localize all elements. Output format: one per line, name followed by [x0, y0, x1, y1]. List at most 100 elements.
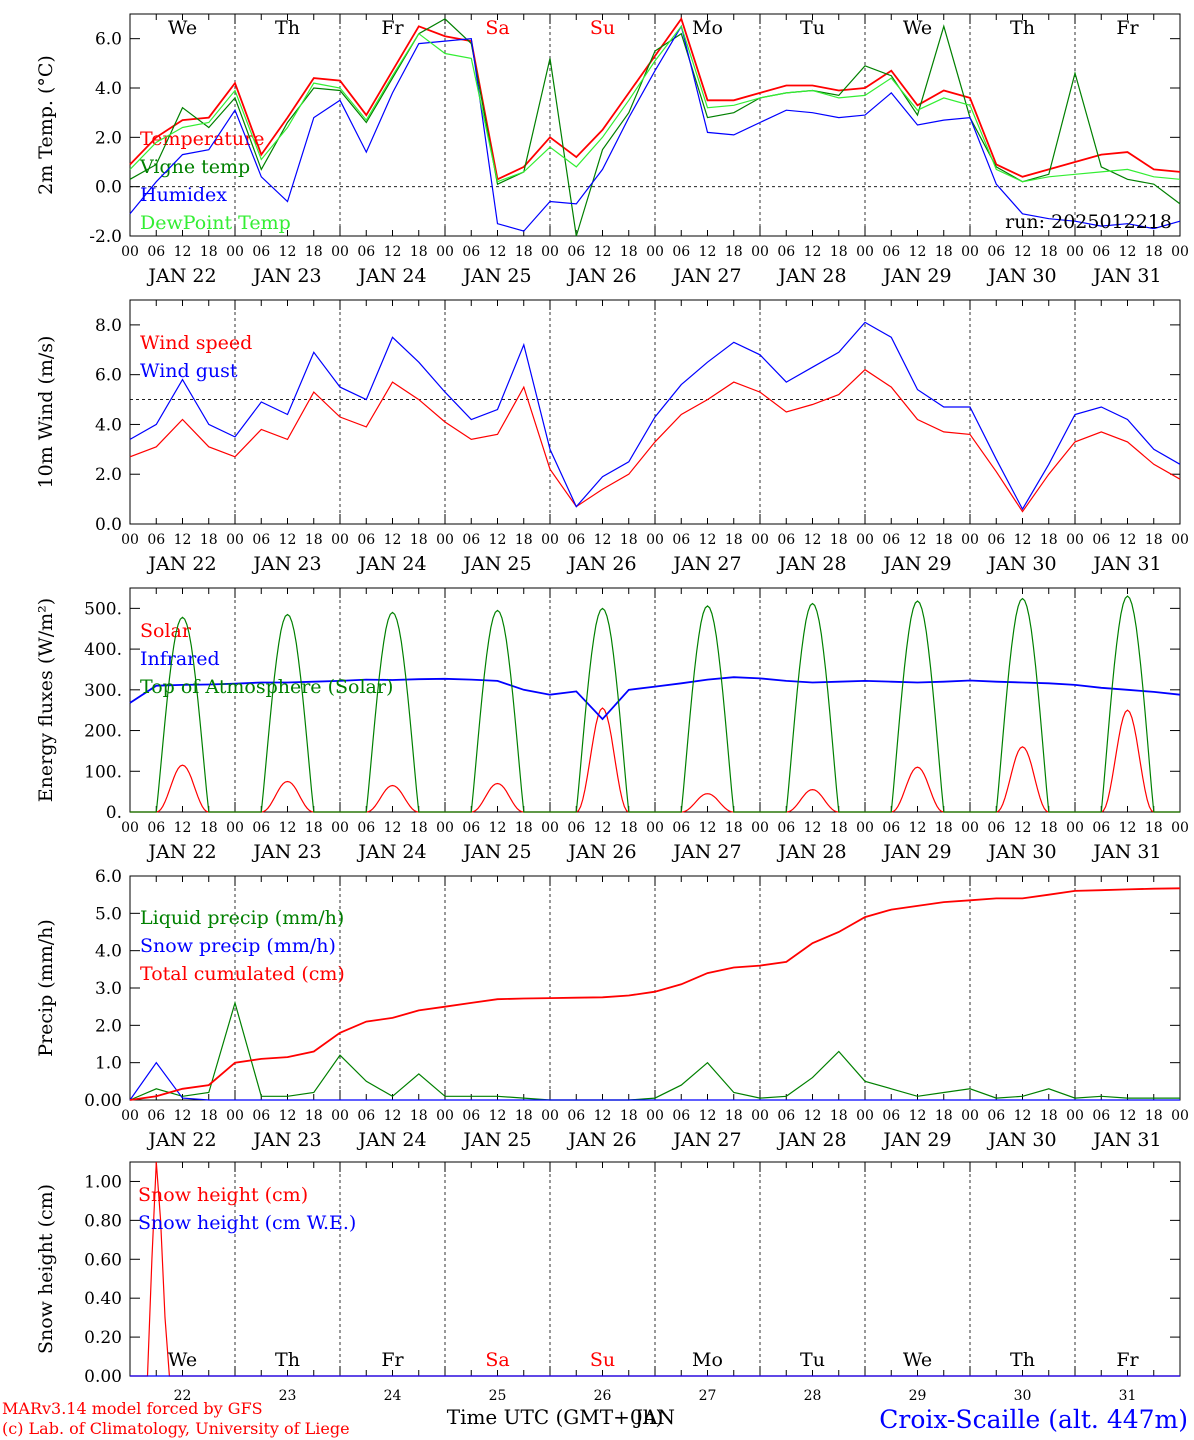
precip-hour-label: 00 — [1066, 1108, 1084, 1124]
temperature-date-label: JAN 24 — [356, 265, 426, 287]
precip-series-liquid-precip-mm-h — [129, 1000, 1180, 1101]
wind-hour-label: 06 — [777, 532, 795, 548]
temperature-weekday-label: We — [168, 17, 197, 39]
precip-hour-label: 00 — [646, 1108, 664, 1124]
wind-hour-label: 00 — [751, 532, 769, 548]
energy-date-label: JAN 23 — [251, 841, 321, 863]
temperature-weekday-label: We — [903, 17, 932, 39]
wind-date-label: JAN 22 — [146, 553, 216, 575]
snow-day-number: 28 — [804, 1388, 822, 1404]
temperature-weekday-label: Mo — [692, 17, 723, 39]
wind-hour-label: 06 — [357, 532, 375, 548]
precip-date-label: JAN 28 — [776, 1129, 846, 1151]
energy-hour-label: 00 — [646, 820, 664, 836]
energy-hour-label: 12 — [174, 820, 192, 836]
precip-hour-label: 18 — [935, 1108, 953, 1124]
wind-date-label: JAN 25 — [461, 553, 531, 575]
snow-weekday-label: Fr — [381, 1349, 404, 1371]
precip-hour-label: 06 — [987, 1108, 1005, 1124]
wind-hour-label: 06 — [1092, 532, 1110, 548]
wind-y-tick-label: 6.0 — [95, 366, 122, 386]
wind-hour-label: 18 — [725, 532, 743, 548]
x-axis-title: Time UTC (GMT+0h) — [447, 1405, 664, 1429]
precip-legend-0: Liquid precip (mm/h) — [140, 907, 344, 929]
wind-hour-label: 12 — [279, 532, 297, 548]
energy-date-label: JAN 30 — [986, 841, 1056, 863]
temperature-weekday-label: Fr — [1116, 17, 1139, 39]
wind-hour-label: 18 — [515, 532, 533, 548]
snow-weekday-label: We — [168, 1349, 197, 1371]
temperature-weekday-label: Fr — [381, 17, 404, 39]
wind-hour-label: 00 — [331, 532, 349, 548]
precip-hour-label-final: 00 — [1171, 1108, 1189, 1124]
precip-y-tick-label: 5.0 — [95, 904, 122, 924]
temperature-hour-label: 00 — [961, 244, 979, 260]
energy-legend-2: Top of Atmosphere (Solar) — [140, 676, 393, 698]
wind-legend-0: Wind speed — [140, 332, 252, 354]
precip-hour-label: 12 — [909, 1108, 927, 1124]
temperature-hour-label: 12 — [174, 244, 192, 260]
energy-hour-label: 12 — [699, 820, 717, 836]
precip-y-tick-label: 6.0 — [95, 867, 122, 887]
snow-y-tick-label: 0.40 — [84, 1289, 122, 1309]
energy-series-infrared — [129, 676, 1181, 721]
precip-date-label: JAN 25 — [461, 1129, 531, 1151]
temperature-date-label: JAN 28 — [776, 265, 846, 287]
energy-hour-label: 06 — [567, 820, 585, 836]
precip-hour-label: 12 — [1119, 1108, 1137, 1124]
precip-hour-label: 18 — [1145, 1108, 1163, 1124]
snow-y-tick-label: 0.00 — [84, 1367, 122, 1387]
precip-panel: 0.00 1.0 2.0 3.0 4.0 5.0 6.0 Precip (mm/h) Liqui… — [35, 867, 1189, 1151]
temperature-date-label: JAN 30 — [986, 265, 1056, 287]
snow-weekday-label: Sa — [485, 1349, 509, 1371]
energy-legend-0: Solar — [140, 620, 192, 642]
wind-hour-label: 18 — [410, 532, 428, 548]
temperature-hour-label: 18 — [1040, 244, 1058, 260]
wind-hour-label: 12 — [384, 532, 402, 548]
energy-date-label: JAN 29 — [881, 841, 951, 863]
energy-hour-label: 18 — [200, 820, 218, 836]
snow-day-number: 26 — [594, 1388, 612, 1404]
wind-hour-label: 06 — [882, 532, 900, 548]
precip-hour-label: 00 — [226, 1108, 244, 1124]
precip-hour-label: 12 — [594, 1108, 612, 1124]
precip-y-tick-label: 1.0 — [95, 1054, 122, 1074]
energy-hour-label: 18 — [830, 820, 848, 836]
energy-series-top-of-atmosphere-solar — [130, 595, 1180, 813]
energy-hour-label: 12 — [384, 820, 402, 836]
wind-series-wind-gust — [129, 321, 1181, 511]
energy-hour-label: 00 — [121, 820, 139, 836]
temperature-hour-label: 06 — [357, 244, 375, 260]
wind-legend-1: Wind gust — [140, 360, 238, 382]
temperature-date-label: JAN 26 — [566, 265, 636, 287]
energy-date-label: JAN 31 — [1091, 841, 1161, 863]
energy-hour-label: 06 — [672, 820, 690, 836]
precip-legend-2: Total cumulated (cm) — [140, 963, 345, 985]
precip-series-total-cumulated-cm — [129, 887, 1181, 1101]
energy-hour-label: 00 — [331, 820, 349, 836]
wind-hour-label: 18 — [1145, 532, 1163, 548]
snow-day-number: 24 — [384, 1388, 402, 1404]
snow-y-axis-label: Snow height (cm) — [35, 1184, 57, 1354]
energy-y-axis-label: Energy fluxes (W/m²) — [35, 598, 57, 802]
temperature-y-tick-label: 4.0 — [95, 79, 122, 99]
temperature-hour-label: 18 — [725, 244, 743, 260]
energy-hour-label: 12 — [909, 820, 927, 836]
wind-y-tick-label: 8.0 — [95, 316, 122, 336]
precip-hour-label: 06 — [882, 1108, 900, 1124]
precip-hour-label: 00 — [331, 1108, 349, 1124]
footer-lab-line: (c) Lab. of Climatology, University of L… — [2, 1419, 350, 1438]
wind-date-label: JAN 26 — [566, 553, 636, 575]
temperature-hour-label: 00 — [1066, 244, 1084, 260]
wind-date-label: JAN 27 — [671, 553, 741, 575]
station-label: Croix-Scaille (alt. 447m) — [879, 1405, 1188, 1434]
temperature-hour-label: 12 — [594, 244, 612, 260]
energy-hour-label: 12 — [279, 820, 297, 836]
temperature-hour-label: 18 — [935, 244, 953, 260]
energy-y-tick-label: 100. — [84, 762, 122, 782]
wind-hour-label: 06 — [567, 532, 585, 548]
temperature-date-label: JAN 31 — [1091, 265, 1161, 287]
wind-hour-label: 00 — [646, 532, 664, 548]
energy-hour-label: 06 — [777, 820, 795, 836]
